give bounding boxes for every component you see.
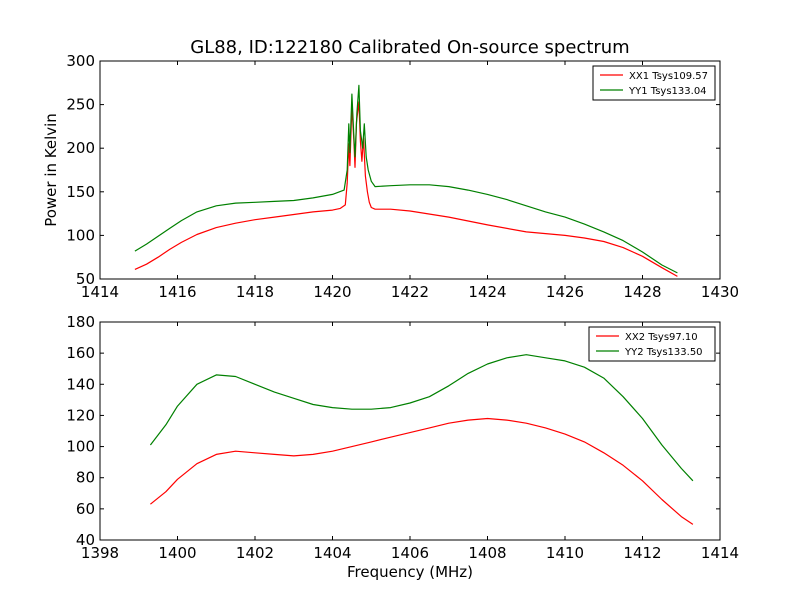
x-tick-label: 1414 <box>701 544 739 562</box>
x-tick-label: 1426 <box>546 283 584 301</box>
series-line-2-2 <box>149 354 694 482</box>
legend: XX1 Tsys109.57 YY1 Tsys133.04 <box>592 65 716 101</box>
x-tick-label: 1416 <box>158 283 196 301</box>
x-tick-label: 1406 <box>391 544 429 562</box>
series-line-1-2 <box>134 84 678 274</box>
y-tick-label: 250 <box>66 96 95 114</box>
x-tick-label: 1424 <box>468 283 506 301</box>
legend: XX2 Tsys97.10 YY2 Tsys133.50 <box>588 326 716 362</box>
bottom-plot: 1398 1400 1402 1404 1406 1408 1410 1412 1414 40 60… <box>66 313 739 562</box>
legend-entry: YY2 Tsys133.50 <box>624 347 703 358</box>
x-tick-label: 1430 <box>701 283 739 301</box>
y-tick-label: 50 <box>76 270 95 288</box>
y-tick-label: 300 <box>66 52 95 70</box>
y-tick-label: 200 <box>66 139 95 157</box>
legend-box <box>592 65 716 101</box>
series-line-2-1 <box>150 417 694 525</box>
legend-box <box>588 326 716 362</box>
y-tick-label: 120 <box>66 406 95 424</box>
x-tick-label: 1404 <box>313 544 351 562</box>
y-tick-label: 160 <box>66 344 95 362</box>
top-plot: 1414 1416 1418 1420 1422 1424 1426 1428 1430 50 10… <box>66 52 739 301</box>
y-tick-label: 60 <box>76 500 95 518</box>
y-tick-label: 140 <box>66 375 95 393</box>
x-tick-label: 1408 <box>468 544 506 562</box>
x-axis-label: Frequency (MHz) <box>347 563 473 581</box>
legend-entry: XX2 Tsys97.10 <box>625 332 698 343</box>
legend-entry: YY1 Tsys133.04 <box>628 86 707 97</box>
x-tick-label: 1418 <box>236 283 274 301</box>
x-tick-label: 1398 <box>81 544 119 562</box>
x-tick-label: 1410 <box>546 544 584 562</box>
x-tick-label: 1422 <box>391 283 429 301</box>
y-tick-label: 150 <box>66 183 95 201</box>
x-tick-label: 1400 <box>158 544 196 562</box>
y-tick-label: 40 <box>76 531 95 549</box>
y-tick-label: 100 <box>66 438 95 456</box>
x-tick-label: 1420 <box>313 283 351 301</box>
y-axis-label: Power in Kelvin <box>42 113 60 227</box>
chart-title: GL88, ID:122180 Calibrated On-source spe… <box>190 37 629 58</box>
x-tick-label: 1402 <box>236 544 274 562</box>
x-tick-label: 1428 <box>623 283 661 301</box>
x-tick-label: 1412 <box>623 544 661 562</box>
x-tick-label: 1414 <box>81 283 119 301</box>
legend-entry: XX1 Tsys109.57 <box>629 71 708 82</box>
y-tick-label: 100 <box>66 226 95 244</box>
y-tick-label: 180 <box>66 313 95 331</box>
y-tick-label: 80 <box>76 469 95 487</box>
